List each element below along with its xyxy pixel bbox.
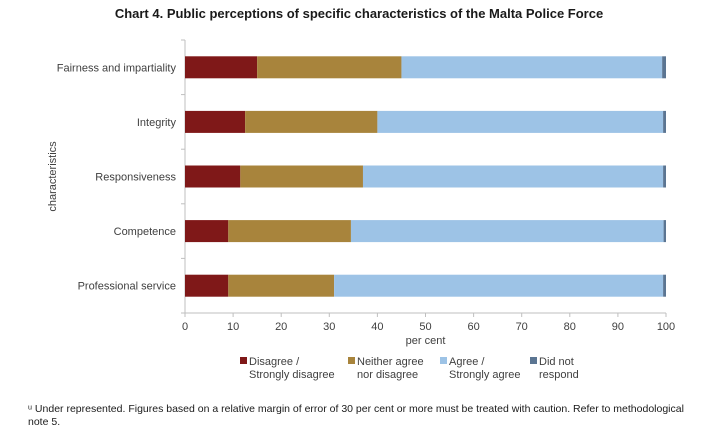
bar-segment — [663, 110, 666, 133]
bar-segment — [350, 220, 664, 243]
legend-label: nor disagree — [357, 369, 419, 381]
x-tick-label: 90 — [612, 321, 624, 333]
bar-segment — [185, 165, 241, 188]
bar-segment — [228, 274, 335, 297]
category-label: Integrity — [137, 117, 177, 129]
x-tick-label: 40 — [371, 321, 383, 333]
bar-segment — [663, 220, 666, 243]
bar-segment — [401, 56, 663, 79]
bar-segment — [334, 274, 664, 297]
bar-segment — [362, 165, 664, 188]
legend-swatch — [348, 357, 355, 364]
legend-item: Neither agree nor disagree — [348, 356, 424, 382]
legend-item: Did not respond — [530, 356, 579, 382]
y-axis-label: characteristics — [47, 141, 59, 212]
x-tick-label: 60 — [467, 321, 479, 333]
legend-label: Disagree / — [249, 356, 300, 368]
bar-segment — [245, 110, 378, 133]
x-tick-label: 10 — [227, 321, 239, 333]
legend-label: Neither agree — [357, 356, 424, 368]
legend-label: Strongly agree — [449, 369, 521, 381]
bar-segment — [662, 56, 666, 79]
legend-item: Agree / Strongly agree — [440, 356, 521, 382]
category-label: Responsiveness — [95, 172, 176, 184]
chart-title: Chart 4. Public perceptions of specific … — [114, 6, 604, 21]
legend-swatch — [440, 357, 447, 364]
x-tick-label: 80 — [564, 321, 576, 333]
x-tick-label: 50 — [419, 321, 431, 333]
legend-swatch — [530, 357, 537, 364]
bar-segment — [185, 56, 258, 79]
legend-label: respond — [539, 369, 579, 381]
legend-label: Strongly disagree — [249, 369, 335, 381]
bar-segment — [240, 165, 363, 188]
bar-segment — [185, 220, 229, 243]
category-label: Fairness and impartiality — [57, 62, 177, 74]
category-label: Professional service — [78, 281, 176, 293]
bar-segment — [185, 110, 246, 133]
bar-segment — [377, 110, 664, 133]
bar-segment — [257, 56, 402, 79]
x-tick-label: 100 — [657, 321, 675, 333]
legend-label: Did not — [539, 356, 574, 368]
x-tick-label: 20 — [275, 321, 287, 333]
bar-segment — [185, 274, 229, 297]
category-label: Competence — [114, 226, 176, 238]
legend-label: Agree / — [449, 356, 485, 368]
x-tick-label: 70 — [516, 321, 528, 333]
bar-segment — [663, 165, 666, 188]
legend-item: Disagree / Strongly disagree — [240, 356, 335, 382]
x-tick-label: 30 — [323, 321, 335, 333]
legend-swatch — [240, 357, 247, 364]
bar-segment — [228, 220, 351, 243]
bar-chart: 0 10 20 30 40 50 60 70 80 90 100 per cent characteri… — [47, 39, 675, 347]
bar-segment — [663, 274, 666, 297]
footnote: ᵘ Under represented. Figures based on a … — [28, 403, 684, 428]
x-axis-label: per cent — [406, 335, 446, 347]
x-tick-label: 0 — [182, 321, 188, 333]
